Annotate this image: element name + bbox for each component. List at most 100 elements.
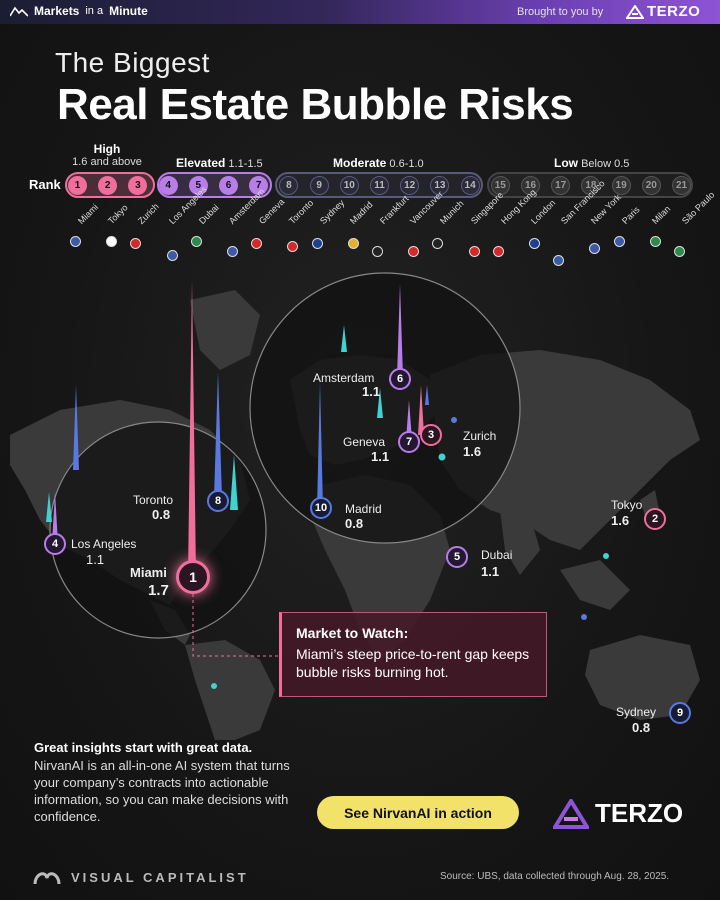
marker-rank: 9 <box>676 707 684 719</box>
us-flag-icon <box>70 236 81 247</box>
city-name: Madrid <box>347 199 375 227</box>
city-column: Munich <box>432 198 466 265</box>
city-column: New York <box>583 192 623 265</box>
marker-rank: 1 <box>189 569 197 585</box>
spike-vancouver <box>73 385 79 470</box>
marker-los-angeles[interactable]: 4 <box>44 533 66 555</box>
tier-name: High <box>93 142 121 156</box>
dot-hongkong <box>603 553 609 559</box>
south-america <box>185 640 275 740</box>
sponsor-text: Brought to you by <box>517 6 604 18</box>
rank-badge: 2 <box>98 176 118 195</box>
marker-rank: 10 <box>314 502 328 514</box>
tier-name: Elevated <box>176 156 226 170</box>
visual-capitalist-logo: VISUAL CAPITALIST <box>33 868 249 886</box>
vc-mark-icon <box>33 872 61 885</box>
city-column: Toronto <box>281 198 316 265</box>
rank-label: Rank <box>29 177 61 192</box>
marker-score-miami: 1.7 <box>148 582 169 599</box>
rank-badge: 12 <box>400 176 420 195</box>
marker-label-amsterdam: Amsterdam <box>313 371 375 385</box>
bubble-spikes <box>46 280 429 575</box>
tier-high-label: High 1.6 and above <box>72 142 142 168</box>
rank-badge: 14 <box>460 176 480 195</box>
marker-label-dubai: Dubai <box>481 548 513 562</box>
marker-miami[interactable]: 1 <box>176 560 210 594</box>
city-column: San Francisco <box>553 178 607 267</box>
city-name: Tokyo <box>106 202 130 227</box>
rank-badge: 19 <box>611 176 631 195</box>
city-column: Vancouver <box>402 189 445 265</box>
india <box>500 510 540 575</box>
marker-tokyo[interactable]: 2 <box>644 508 666 530</box>
rank-badge: 17 <box>551 176 571 195</box>
city-column: Singapore <box>463 190 505 265</box>
tier-elevated-label: Elevated 1.1-1.5 <box>176 156 263 170</box>
marker-geneva[interactable]: 7 <box>398 431 420 453</box>
rank-badge: 1 <box>68 176 87 195</box>
rank-badge: 21 <box>672 176 691 195</box>
publisher-text: VISUAL CAPITALIST <box>71 869 249 885</box>
spike-zurich <box>418 385 424 435</box>
marker-score-amsterdam: 1.1 <box>362 384 381 399</box>
see-nirvanai-button[interactable]: See NirvanAI in action <box>317 796 519 829</box>
spike-toronto <box>214 372 222 498</box>
br-flag-icon <box>674 245 685 257</box>
city-column: Frankfurt <box>372 194 411 265</box>
marker-sydney[interactable]: 9 <box>669 702 691 724</box>
marker-rank: 6 <box>396 373 404 385</box>
marker-score-sydney: 0.8 <box>632 720 651 735</box>
marker-label-miami: Miami <box>130 565 167 580</box>
source-text: Source: UBS, data collected through Aug.… <box>440 871 670 882</box>
brand-text: Markets <box>34 4 80 18</box>
dot-milan <box>438 453 446 461</box>
spike-munich <box>425 385 429 405</box>
rank-badge: 20 <box>641 176 661 195</box>
spike-sf <box>46 492 52 522</box>
marker-madrid[interactable]: 10 <box>310 497 332 519</box>
ch-flag-icon <box>251 238 263 250</box>
marker-zurich[interactable]: 3 <box>420 424 442 446</box>
title-line-1: The Biggest <box>55 47 210 78</box>
city-name: Paris <box>619 204 642 227</box>
tier-range: 1.6 and above <box>72 156 142 168</box>
marker-score-dubai: 1.1 <box>481 564 500 579</box>
ch-flag-icon <box>130 238 142 250</box>
city-column: Sydney <box>311 198 346 265</box>
marker-dubai[interactable]: 5 <box>446 546 468 568</box>
low-risk-dots <box>211 417 609 689</box>
rank-badge: 11 <box>370 176 389 195</box>
spike-newyork <box>230 455 238 510</box>
rank-badge: 10 <box>339 176 359 195</box>
ad-heading: Great insights start with great data. <box>34 740 253 755</box>
marker-score-los-angeles: 1.1 <box>86 552 105 567</box>
markets-in-a-minute-logo: Markets in a Minute <box>10 4 148 18</box>
marker-label-madrid: Madrid <box>345 502 382 516</box>
tier-name: Moderate <box>333 156 387 170</box>
city-column: Paris <box>613 204 644 265</box>
dot-frankfurt <box>451 417 457 423</box>
dot-saopaulo <box>211 683 217 689</box>
rank-badge: 13 <box>430 176 450 195</box>
nl-flag-icon <box>227 245 238 257</box>
tier-range: Below 0.5 <box>581 158 630 170</box>
australia <box>585 635 700 720</box>
tier-range: 1.1-1.5 <box>228 158 263 170</box>
rank-badge: 15 <box>490 176 510 195</box>
miami-connector <box>192 594 279 657</box>
marker-score-zurich: 1.6 <box>463 444 482 459</box>
marker-toronto[interactable]: 8 <box>207 490 229 512</box>
rank-badge: 18 <box>581 176 601 195</box>
spike-miami <box>188 280 196 575</box>
fr-flag-icon <box>613 236 625 247</box>
city-name: Milan <box>649 203 673 227</box>
city-column: Amsterdam <box>221 186 267 265</box>
greenland <box>190 290 260 370</box>
marker-amsterdam[interactable]: 6 <box>389 368 411 390</box>
city-column: Hong Kong <box>492 187 538 265</box>
marker-score-tokyo: 1.6 <box>611 513 630 528</box>
city-column: São Paulo <box>674 190 716 265</box>
city-column: Dubai <box>190 202 221 265</box>
rank-badge: 9 <box>309 176 329 195</box>
